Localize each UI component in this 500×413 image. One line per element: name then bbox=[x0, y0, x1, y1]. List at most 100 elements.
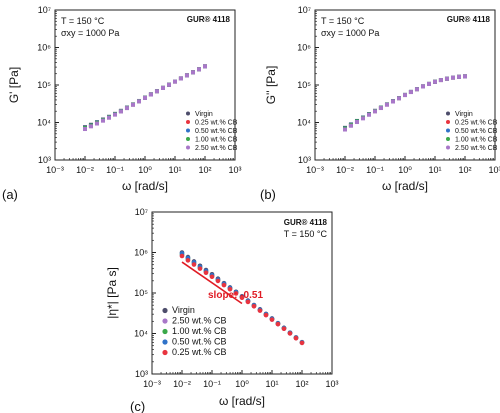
legend-label-cb025: 0.25 wt.% CB bbox=[455, 120, 498, 127]
data-point-cb250 bbox=[113, 112, 117, 117]
x-tick-label: 10³ bbox=[325, 379, 338, 389]
y-tick-label: 10³ bbox=[298, 155, 311, 165]
data-point-cb250 bbox=[130, 102, 135, 107]
data-point-cb250 bbox=[154, 89, 159, 94]
data-point-cb250 bbox=[83, 127, 87, 132]
data-point-cb250 bbox=[137, 99, 142, 104]
data-point-cb250 bbox=[367, 112, 372, 117]
legend-marker-cb100 bbox=[446, 137, 450, 141]
x-tick-label: 10² bbox=[295, 379, 308, 389]
data-point-cb250 bbox=[190, 70, 195, 75]
legend-label-cb050: 0.50 wt.% CB bbox=[172, 337, 227, 347]
y-tick-label: 10⁵ bbox=[297, 80, 311, 90]
data-point-cb250 bbox=[348, 123, 353, 128]
x-tick-label: 10⁻³ bbox=[143, 379, 161, 389]
x-tick-label: 10¹ bbox=[168, 165, 181, 175]
data-point-cb250 bbox=[414, 87, 419, 92]
y-tick-label: 10⁷ bbox=[298, 5, 311, 15]
legend-marker-virgin bbox=[186, 111, 190, 116]
legend-marker-cb250 bbox=[186, 145, 190, 150]
x-axis-label: ω [rad/s] bbox=[382, 179, 428, 193]
x-tick-label: 10⁰ bbox=[398, 165, 412, 175]
data-point-cb025 bbox=[221, 282, 227, 288]
data-point-cb025 bbox=[185, 258, 191, 263]
data-point-cb250 bbox=[463, 74, 467, 79]
x-tick-label: 10⁻³ bbox=[306, 165, 324, 175]
data-point-cb250 bbox=[444, 76, 449, 81]
legend-marker-cb050 bbox=[186, 128, 190, 133]
data-point-cb025 bbox=[263, 312, 269, 318]
x-tick-label: 10² bbox=[198, 165, 211, 175]
x-tick-label: 10² bbox=[458, 165, 471, 175]
panel-b-gdoubleprime: 10⁻³10⁻²10⁻¹10⁰10¹10²10³10³10⁴10⁵10⁶10⁷ … bbox=[260, 5, 500, 202]
data-point-cb250 bbox=[408, 90, 413, 95]
data-point-cb250 bbox=[433, 79, 437, 84]
y-tick-label: 10⁵ bbox=[37, 80, 51, 90]
annotation-temperature: T = 150 °C bbox=[321, 16, 365, 26]
brand-label: GUR® 4118 bbox=[187, 15, 231, 24]
data-point-cb250 bbox=[124, 106, 129, 111]
x-tick-label: 10⁰ bbox=[138, 165, 152, 175]
brand-label: GUR® 4118 bbox=[447, 15, 491, 24]
data-point-cb250 bbox=[197, 67, 202, 72]
legend-marker-cb100 bbox=[162, 328, 168, 335]
data-point-cb250 bbox=[384, 102, 389, 107]
data-point-cb250 bbox=[107, 115, 112, 120]
data-point-cb025 bbox=[215, 278, 221, 284]
data-point-cb250 bbox=[427, 82, 432, 87]
data-point-cb250 bbox=[173, 79, 177, 84]
data-point-cb250 bbox=[160, 85, 165, 90]
y-tick-label: 10⁶ bbox=[37, 43, 51, 53]
x-tick-label: 10³ bbox=[488, 165, 500, 175]
legend-marker-cb100 bbox=[186, 137, 190, 141]
data-point-cb025 bbox=[245, 299, 251, 305]
legend-marker-cb025 bbox=[446, 120, 450, 124]
data-point-cb250 bbox=[148, 92, 153, 97]
data-point-cb250 bbox=[390, 99, 395, 104]
legend-marker-cb050 bbox=[162, 339, 168, 345]
x-tick-label: 10⁻¹ bbox=[106, 165, 124, 175]
panel-a-gprime: 10⁻³ 10⁻² 10⁻¹ 10⁰ 10¹ 10² 10³10³10⁴10⁵10⁶10⁷ … bbox=[2, 5, 242, 202]
data-point-cb025 bbox=[197, 266, 203, 271]
y-tick-label: 10⁶ bbox=[134, 248, 148, 258]
data-point-cb250 bbox=[203, 64, 207, 69]
legend-label-virgin: Virgin bbox=[195, 111, 213, 118]
data-point-cb250 bbox=[438, 78, 443, 83]
annotation-temperature: T = 150 °C bbox=[284, 229, 328, 239]
y-tick-label: 10³ bbox=[38, 155, 51, 165]
data-point-cb250 bbox=[450, 75, 455, 80]
legend-marker-cb050 bbox=[446, 128, 450, 133]
legend-marker-cb250 bbox=[446, 145, 450, 150]
x-tick-label: 10⁻¹ bbox=[366, 165, 384, 175]
x-tick-label: 10¹ bbox=[265, 379, 278, 389]
data-point-cb250 bbox=[184, 73, 189, 78]
y-tick-label: 10⁷ bbox=[38, 5, 51, 15]
legend-label-virgin: Virgin bbox=[172, 305, 195, 315]
panel-label: (b) bbox=[260, 187, 276, 202]
data-point-cb250 bbox=[457, 74, 462, 79]
legend-label-cb100: 1.00 wt.% CB bbox=[455, 137, 498, 144]
y-axis-label: G'' [Pa] bbox=[264, 66, 278, 105]
data-point-cb025 bbox=[251, 303, 257, 309]
data-point-cb025 bbox=[203, 270, 209, 276]
data-point-cb025 bbox=[281, 326, 287, 332]
y-tick-label: 10⁴ bbox=[37, 118, 51, 128]
legend-marker-virgin bbox=[446, 111, 450, 116]
slope-label: slope: -0.51 bbox=[208, 290, 263, 301]
data-point-cb250 bbox=[118, 109, 123, 114]
panel-label: (c) bbox=[130, 399, 145, 413]
data-point-cb250 bbox=[354, 120, 359, 125]
x-tick-label: 10⁻² bbox=[76, 165, 94, 175]
legend-marker-cb025 bbox=[162, 349, 168, 356]
data-point-cb025 bbox=[257, 308, 263, 313]
data-point-cb025 bbox=[233, 291, 239, 296]
data-point-cb250 bbox=[178, 76, 183, 81]
panel-label: (a) bbox=[2, 187, 18, 202]
x-tick-label: 10¹ bbox=[428, 165, 441, 175]
data-point-cb250 bbox=[360, 116, 365, 121]
data-point-cb250 bbox=[100, 118, 105, 123]
legend-label-cb025: 0.25 wt.% CB bbox=[172, 347, 227, 357]
slope-line bbox=[181, 261, 243, 305]
x-tick-label: 10⁻¹ bbox=[203, 379, 221, 389]
y-tick-label: 10⁵ bbox=[134, 288, 148, 298]
